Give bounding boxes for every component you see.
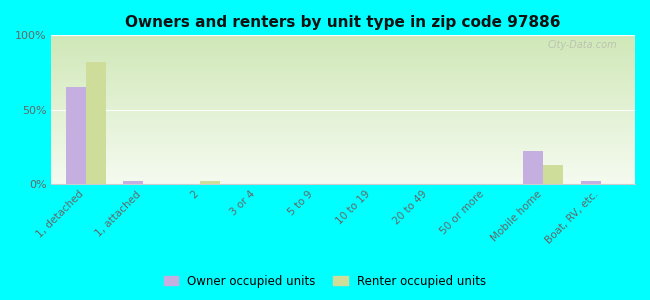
Bar: [200, 181, 220, 184]
Bar: [523, 152, 543, 184]
Bar: [123, 181, 143, 184]
Bar: [66, 87, 86, 184]
Bar: [86, 62, 106, 184]
Legend: Owner occupied units, Renter occupied units: Owner occupied units, Renter occupied un…: [161, 271, 489, 291]
Bar: [580, 181, 601, 184]
Text: City-Data.com: City-Data.com: [548, 40, 617, 50]
Title: Owners and renters by unit type in zip code 97886: Owners and renters by unit type in zip c…: [125, 15, 561, 30]
Bar: [543, 165, 564, 184]
